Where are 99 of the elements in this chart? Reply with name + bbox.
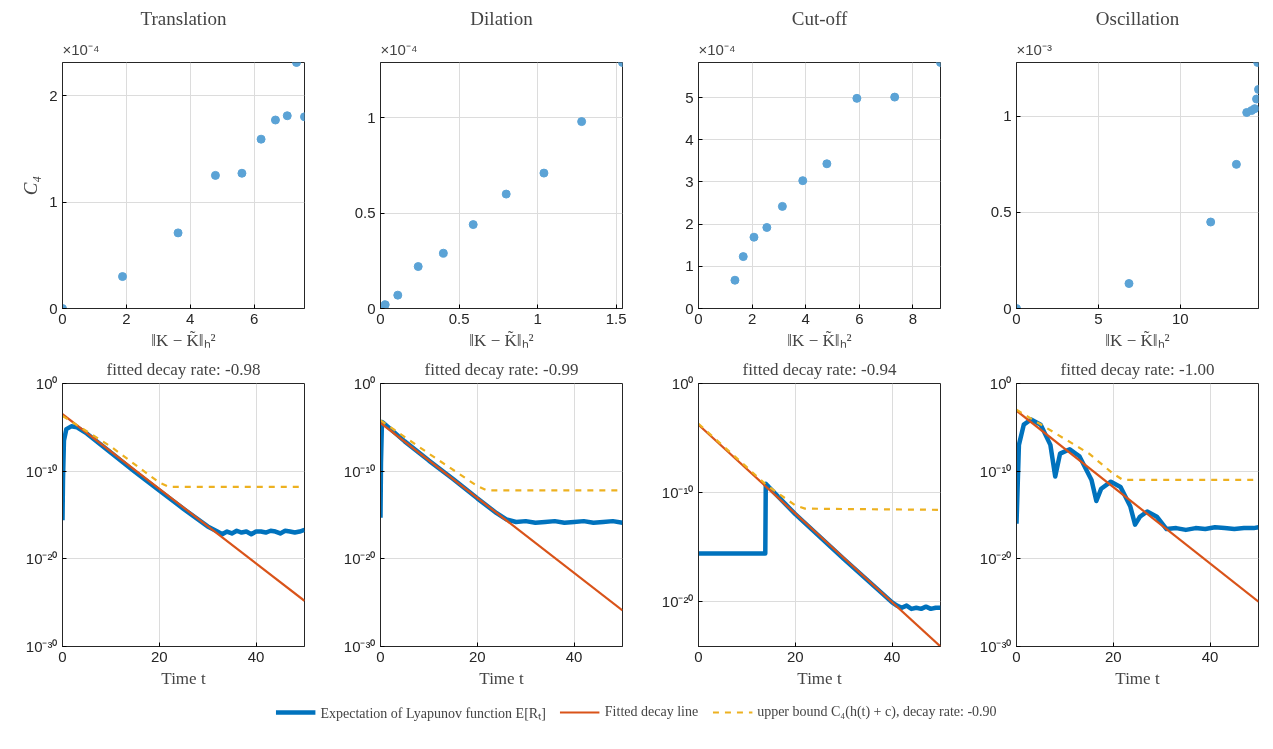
point — [501, 189, 511, 199]
y-axis-title: C₄ — [20, 175, 42, 196]
point — [822, 159, 832, 169]
point — [118, 272, 128, 282]
y-tick-label: 0.5 — [990, 203, 1012, 221]
y-tick-label: 4 — [685, 130, 694, 148]
x-tick-label: 0.5 — [448, 309, 470, 327]
point — [890, 92, 900, 102]
x-tick-label: 2 — [122, 309, 131, 327]
y-tick-label: 10⁻¹⁰ — [661, 483, 694, 501]
x-tick-label: 20 — [1104, 647, 1122, 665]
point — [380, 300, 390, 309]
y-tick-label: 10⁻²⁰ — [343, 550, 376, 568]
x-tick-label: 20 — [468, 647, 486, 665]
x-axis-title: ‖K − K̃‖ₕ² — [469, 330, 534, 350]
point — [577, 117, 587, 127]
y-tick-label: 10⁰ — [671, 375, 694, 392]
legend-label: upper bound C₄(h(t) + c), decay rate: -0.90 — [757, 704, 997, 720]
point — [468, 220, 478, 230]
chart-title: Dilation — [470, 7, 534, 29]
x-tick-label: 10 — [1171, 309, 1189, 327]
y-tick-label: 10⁰ — [353, 375, 376, 392]
x-tick-label: 6 — [855, 309, 864, 327]
y-tick-label: 10⁻¹⁰ — [979, 462, 1012, 480]
chart-title: Oscillation — [1095, 7, 1180, 29]
line-series — [1016, 417, 1259, 533]
text: ×10⁻⁴ — [380, 40, 418, 58]
point — [798, 176, 808, 186]
point — [256, 134, 266, 144]
x-axis-title: ‖K − K̃‖ₕ² — [787, 330, 852, 350]
x-tick-label: 20 — [786, 647, 804, 665]
y-tick-label: 5 — [685, 88, 694, 106]
point — [852, 93, 862, 103]
x-tick-label: 20 — [150, 647, 168, 665]
y-tick-label: 10⁻³⁰ — [343, 638, 376, 655]
point — [749, 232, 759, 242]
point — [777, 201, 787, 211]
y-tick-label: 1 — [685, 257, 694, 275]
point — [539, 168, 549, 178]
point — [1206, 217, 1216, 227]
x-tick-label: 40 — [565, 647, 583, 665]
y-tick-label: 10⁻³⁰ — [25, 638, 58, 655]
point — [438, 248, 448, 258]
point — [282, 111, 292, 121]
x-axis-title: Time t — [1115, 668, 1160, 688]
y-tick-label: 10⁻²⁰ — [661, 592, 694, 610]
x-axis-title: Time t — [479, 668, 524, 688]
chart-title: Cut-off — [791, 7, 848, 29]
x-axis-title: Time t — [161, 668, 206, 688]
x-tick-label: 1 — [533, 309, 542, 327]
y-tick-label: 3 — [685, 172, 694, 190]
y-tick-label: 10⁻¹⁰ — [343, 462, 376, 480]
x-tick-label: 2 — [747, 309, 757, 327]
y-tick-label: 1 — [367, 108, 376, 126]
y-tick-label: 1 — [1003, 107, 1012, 125]
point — [393, 290, 403, 300]
x-tick-label: 1.5 — [605, 309, 627, 327]
chart-title: fitted decay rate: -0.99 — [424, 359, 579, 379]
point — [270, 115, 280, 125]
y-tick-label: 10⁰ — [35, 375, 58, 392]
point — [237, 168, 247, 178]
y-tick-label: 2 — [685, 215, 694, 233]
text: ×10⁻⁴ — [62, 40, 100, 58]
y-tick-label: 10⁻¹⁰ — [25, 462, 58, 480]
x-tick-label: 40 — [247, 647, 265, 665]
text: ×10⁻⁴ — [698, 40, 736, 58]
point — [762, 222, 772, 232]
x-tick-label: 40 — [883, 647, 901, 665]
line-series — [698, 422, 941, 511]
y-tick-label: 10⁻³⁰ — [979, 638, 1012, 655]
x-tick-label: 5 — [1094, 309, 1103, 327]
x-tick-label: 4 — [801, 309, 810, 327]
y-tick-label: 1 — [49, 193, 58, 211]
x-axis-title: ‖K − K̃‖ₕ² — [1105, 330, 1170, 350]
y-tick-label: 10⁻²⁰ — [25, 550, 58, 568]
y-tick-label: 2 — [49, 86, 58, 104]
chart-title: Translation — [140, 7, 227, 29]
x-tick-label: 8 — [908, 309, 918, 327]
y-tick-label: 10⁰ — [989, 375, 1012, 392]
x-axis-title: Time t — [797, 668, 842, 688]
chart-title: fitted decay rate: -0.94 — [742, 359, 897, 379]
point — [210, 170, 220, 180]
x-tick-label: 4 — [186, 309, 195, 327]
chart-title: fitted decay rate: -1.00 — [1060, 359, 1215, 379]
y-tick-label: 0.5 — [354, 204, 376, 222]
point — [1124, 279, 1134, 289]
y-tick-label: 10⁻²⁰ — [979, 550, 1012, 568]
x-tick-label: 40 — [1201, 647, 1219, 665]
legend-label: Expectation of Lyapunov function E[Rₜ] — [320, 704, 546, 722]
x-tick-label: 6 — [249, 309, 259, 327]
point — [738, 252, 748, 262]
x-axis-title: ‖K − K̃‖ₕ² — [151, 330, 216, 350]
point — [173, 228, 183, 238]
point — [730, 275, 740, 285]
chart-title: fitted decay rate: -0.98 — [106, 359, 261, 379]
point — [413, 262, 423, 272]
point — [1231, 159, 1241, 169]
text: ×10⁻³ — [1016, 40, 1052, 58]
legend-label: Fitted decay line — [604, 704, 699, 720]
